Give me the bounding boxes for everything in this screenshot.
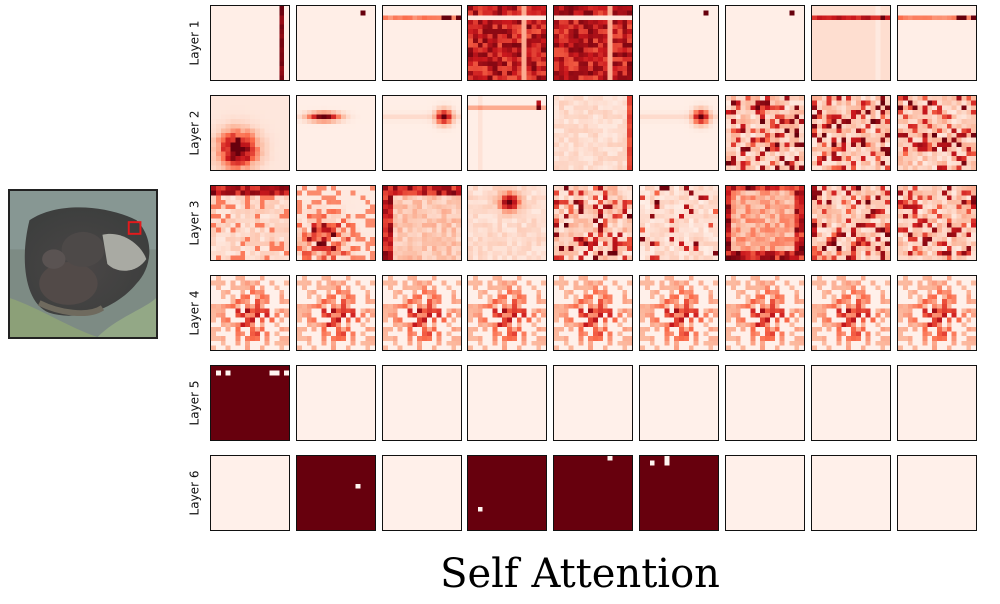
attention-map-layer4-head1 [210, 275, 290, 351]
attention-map-layer1-head3 [382, 5, 462, 81]
attention-map-layer1-head1 [210, 5, 290, 81]
attention-map-layer5-head8 [811, 365, 891, 441]
layer-label-4: Layer 4 [184, 275, 204, 351]
attention-map-layer3-head4 [467, 185, 547, 261]
layer-label-text: Layer 3 [187, 200, 201, 246]
attention-map-layer4-head3 [382, 275, 462, 351]
attention-map-layer2-head5 [553, 95, 633, 171]
attention-map-layer5-head9 [897, 365, 977, 441]
attention-map-layer1-head6 [639, 5, 719, 81]
attention-map-layer3-head6 [639, 185, 719, 261]
attention-map-layer2-head2 [296, 95, 376, 171]
layer-label-text: Layer 1 [187, 20, 201, 66]
attention-map-layer5-head5 [553, 365, 633, 441]
attention-map-layer3-head1 [210, 185, 290, 261]
attention-map-layer4-head9 [897, 275, 977, 351]
attention-map-layer3-head7 [725, 185, 805, 261]
attention-map-layer6-head5 [553, 455, 633, 531]
attention-map-layer4-head5 [553, 275, 633, 351]
attention-map-layer4-head4 [467, 275, 547, 351]
attention-map-layer5-head4 [467, 365, 547, 441]
attention-map-layer6-head3 [382, 455, 462, 531]
attention-map-layer5-head2 [296, 365, 376, 441]
attention-map-layer6-head2 [296, 455, 376, 531]
attention-map-layer3-head3 [382, 185, 462, 261]
attention-map-layer2-head9 [897, 95, 977, 171]
attention-map-layer6-head1 [210, 455, 290, 531]
attention-map-layer6-head6 [639, 455, 719, 531]
figure-caption: Self Attention [440, 551, 720, 597]
input-image-frog [8, 189, 158, 339]
attention-map-layer2-head8 [811, 95, 891, 171]
layer-label-text: Layer 6 [187, 470, 201, 516]
attention-map-layer6-head9 [897, 455, 977, 531]
attention-map-layer4-head6 [639, 275, 719, 351]
query-pixel-marker [127, 221, 142, 235]
attention-map-layer4-head8 [811, 275, 891, 351]
layer-label-6: Layer 6 [184, 455, 204, 531]
attention-map-layer1-head2 [296, 5, 376, 81]
attention-map-layer3-head9 [897, 185, 977, 261]
layer-label-2: Layer 2 [184, 95, 204, 171]
attention-map-layer2-head3 [382, 95, 462, 171]
attention-map-layer6-head7 [725, 455, 805, 531]
layer-label-5: Layer 5 [184, 365, 204, 441]
attention-map-layer2-head1 [210, 95, 290, 171]
attention-map-layer6-head4 [467, 455, 547, 531]
layer-label-text: Layer 5 [187, 380, 201, 426]
layer-label-1: Layer 1 [184, 5, 204, 81]
layer-label-3: Layer 3 [184, 185, 204, 261]
attention-map-layer5-head1 [210, 365, 290, 441]
attention-map-layer1-head8 [811, 5, 891, 81]
attention-map-layer3-head2 [296, 185, 376, 261]
attention-map-layer4-head7 [725, 275, 805, 351]
attention-map-layer5-head3 [382, 365, 462, 441]
frog-picture [10, 191, 156, 337]
attention-map-layer1-head5 [553, 5, 633, 81]
attention-map-layer5-head7 [725, 365, 805, 441]
attention-map-layer3-head5 [553, 185, 633, 261]
attention-map-layer3-head8 [811, 185, 891, 261]
attention-map-layer5-head6 [639, 365, 719, 441]
attention-map-layer1-head4 [467, 5, 547, 81]
attention-map-layer2-head6 [639, 95, 719, 171]
attention-map-layer1-head9 [897, 5, 977, 81]
attention-map-layer2-head4 [467, 95, 547, 171]
attention-map-layer2-head7 [725, 95, 805, 171]
attention-map-layer6-head8 [811, 455, 891, 531]
attention-map-layer1-head7 [725, 5, 805, 81]
attention-map-layer4-head2 [296, 275, 376, 351]
layer-label-text: Layer 2 [187, 110, 201, 156]
layer-label-text: Layer 4 [187, 290, 201, 336]
